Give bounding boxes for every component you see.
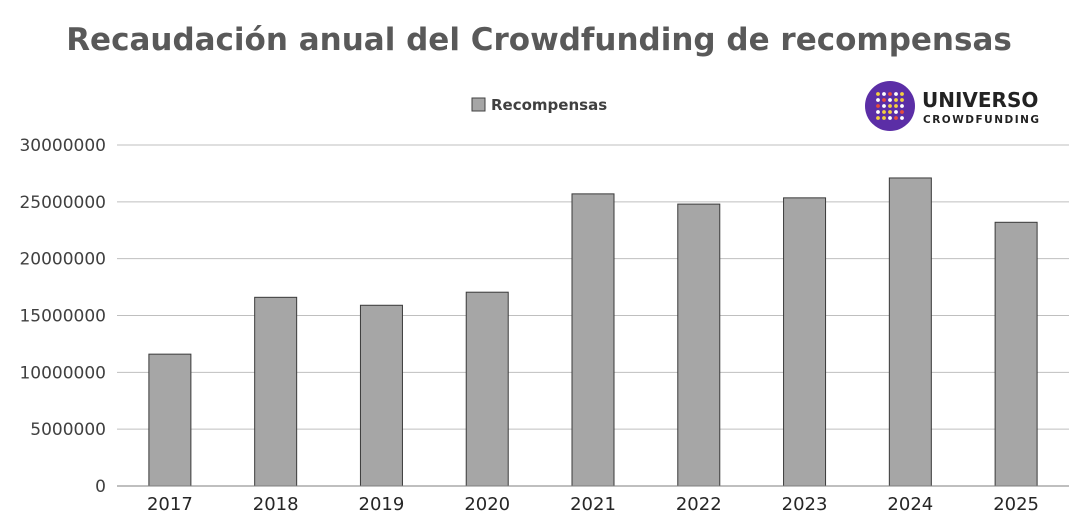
logo-dot [888, 92, 892, 96]
logo-dot [876, 104, 880, 108]
x-tick-label: 2021 [570, 494, 616, 515]
bar-2017 [148, 353, 192, 487]
legend-swatch [471, 97, 486, 112]
logo-dot [876, 98, 880, 102]
y-tick-label: 25000000 [19, 193, 106, 213]
logo-dot [894, 116, 898, 120]
logo-dot [894, 110, 898, 114]
logo-dot [894, 104, 898, 108]
x-tick-label: 2022 [676, 494, 722, 515]
y-tick-label: 5000000 [30, 420, 106, 440]
logo-dot [876, 110, 880, 114]
y-tick-label: 30000000 [19, 136, 106, 156]
y-tick-label: 10000000 [19, 363, 106, 383]
bar-2022 [677, 203, 721, 487]
x-tick-label: 2023 [782, 494, 828, 515]
y-tick-label: 15000000 [19, 307, 106, 327]
x-axis-labels: 2017 2018 2019 2020 2021 2022 2023 2024 2025 [147, 494, 1039, 515]
bar-2025 [994, 221, 1038, 487]
x-tick-label: 2018 [253, 494, 299, 515]
logo-dot [900, 92, 904, 96]
universo-crowdfunding-logo-icon [865, 81, 915, 131]
logo-dot [882, 92, 886, 96]
y-tick-label: 0 [95, 477, 106, 497]
bar-2023 [783, 197, 827, 487]
bar-2020 [465, 291, 509, 487]
x-tick-label: 2024 [887, 494, 933, 515]
universo-crowdfunding-logo: UNIVERSO CROWDFUNDING [865, 81, 1041, 131]
logo-dot [900, 110, 904, 114]
chart-title: Recaudación anual del Crowdfunding de re… [66, 22, 1012, 58]
logo-dot [882, 110, 886, 114]
x-tick-label: 2025 [993, 494, 1039, 515]
legend: Recompensas [471, 96, 607, 114]
bar-2024 [888, 177, 932, 487]
legend-label: Recompensas [491, 96, 607, 114]
logo-dot [900, 98, 904, 102]
bar-2019 [359, 304, 403, 487]
logo-dot [894, 92, 898, 96]
logo-dot [894, 98, 898, 102]
bars [148, 177, 1038, 487]
logo-dot [888, 116, 892, 120]
y-tick-label: 20000000 [19, 250, 106, 270]
logo-word-universo: UNIVERSO [922, 88, 1038, 112]
x-tick-label: 2019 [359, 494, 405, 515]
logo-dot [888, 110, 892, 114]
logo-dot [888, 104, 892, 108]
logo-word-crowdfunding: CROWDFUNDING [923, 114, 1041, 126]
logo-dot [888, 98, 892, 102]
x-tick-label: 2017 [147, 494, 193, 515]
bar-2018 [254, 296, 298, 487]
logo-dot [900, 104, 904, 108]
logo-dot [882, 104, 886, 108]
y-axis-ticks: 0 5000000 10000000 15000000 20000000 25000000… [19, 136, 106, 497]
logo-dot [882, 98, 886, 102]
bar-2021 [571, 193, 615, 487]
logo-dot [882, 116, 886, 120]
x-tick-label: 2020 [464, 494, 510, 515]
logo-dot [876, 92, 880, 96]
logo-dot [876, 116, 880, 120]
logo-dot [900, 116, 904, 120]
